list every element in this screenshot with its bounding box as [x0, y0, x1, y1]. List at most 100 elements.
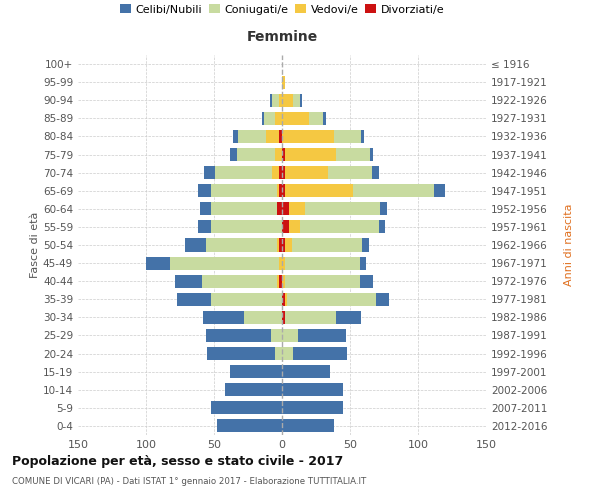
Bar	[359, 256, 367, 270]
Bar	[197, 184, 211, 197]
Bar	[287, 293, 376, 306]
Bar	[361, 130, 364, 143]
Bar	[282, 238, 285, 252]
Bar	[272, 166, 279, 179]
Bar	[359, 274, 373, 287]
Text: Femmine: Femmine	[247, 30, 317, 44]
Bar	[211, 202, 277, 215]
Bar	[275, 148, 282, 161]
Bar	[334, 130, 361, 143]
Bar	[237, 148, 275, 161]
Bar	[185, 238, 206, 252]
Bar	[279, 184, 282, 197]
Bar	[305, 202, 380, 215]
Bar	[370, 148, 373, 161]
Bar	[293, 347, 347, 360]
Bar	[277, 274, 279, 287]
Y-axis label: Fasce di età: Fasce di età	[30, 212, 40, 278]
Bar	[170, 256, 279, 270]
Bar	[262, 112, 265, 125]
Bar	[215, 166, 272, 179]
Bar	[337, 148, 370, 161]
Bar	[323, 112, 326, 125]
Bar	[282, 402, 343, 414]
Bar	[279, 94, 282, 107]
Bar	[177, 293, 211, 306]
Text: COMUNE DI VICARI (PA) - Dati ISTAT 1° gennaio 2017 - Elaborazione TUTTITALIA.IT: COMUNE DI VICARI (PA) - Dati ISTAT 1° ge…	[12, 478, 366, 486]
Bar	[282, 184, 285, 197]
Bar	[277, 202, 282, 215]
Bar	[282, 383, 343, 396]
Bar	[282, 347, 293, 360]
Bar	[233, 130, 238, 143]
Bar	[203, 311, 244, 324]
Bar	[217, 420, 282, 432]
Bar	[206, 238, 277, 252]
Bar	[279, 274, 282, 287]
Bar	[282, 94, 293, 107]
Bar	[285, 274, 359, 287]
Bar	[279, 256, 282, 270]
Bar	[285, 184, 353, 197]
Bar	[146, 256, 170, 270]
Bar	[298, 329, 346, 342]
Bar	[379, 220, 385, 234]
Bar	[282, 256, 285, 270]
Bar	[299, 220, 379, 234]
Bar	[211, 220, 282, 234]
Bar	[282, 202, 289, 215]
Bar	[266, 130, 279, 143]
Bar	[270, 94, 272, 107]
Bar	[282, 274, 285, 287]
Bar	[285, 256, 359, 270]
Bar	[362, 238, 369, 252]
Bar	[244, 311, 282, 324]
Bar	[282, 311, 285, 324]
Bar	[282, 76, 285, 88]
Bar	[282, 365, 329, 378]
Bar	[230, 365, 282, 378]
Bar	[211, 293, 282, 306]
Bar	[205, 166, 215, 179]
Bar	[279, 238, 282, 252]
Bar	[271, 329, 282, 342]
Bar	[289, 202, 305, 215]
Bar	[238, 130, 266, 143]
Bar	[282, 112, 309, 125]
Bar	[277, 184, 279, 197]
Bar	[376, 293, 389, 306]
Bar	[285, 238, 292, 252]
Bar	[292, 238, 362, 252]
Bar	[200, 202, 211, 215]
Bar	[309, 112, 323, 125]
Bar	[282, 130, 334, 143]
Bar	[279, 130, 282, 143]
Bar	[289, 220, 299, 234]
Bar	[175, 274, 202, 287]
Bar	[380, 202, 387, 215]
Bar	[285, 311, 337, 324]
Bar	[353, 184, 434, 197]
Bar	[282, 166, 285, 179]
Bar	[265, 112, 275, 125]
Bar	[372, 166, 379, 179]
Bar	[282, 420, 334, 432]
Text: Popolazione per età, sesso e stato civile - 2017: Popolazione per età, sesso e stato civil…	[12, 455, 343, 468]
Bar	[282, 293, 285, 306]
Bar	[282, 148, 285, 161]
Bar	[225, 383, 282, 396]
Bar	[211, 184, 277, 197]
Bar	[279, 166, 282, 179]
Bar	[197, 220, 211, 234]
Bar	[282, 329, 298, 342]
Bar	[337, 311, 361, 324]
Bar	[206, 329, 271, 342]
Bar	[285, 293, 287, 306]
Bar	[211, 402, 282, 414]
Bar	[328, 166, 372, 179]
Y-axis label: Anni di nascita: Anni di nascita	[564, 204, 574, 286]
Bar	[293, 94, 299, 107]
Bar	[282, 220, 289, 234]
Bar	[434, 184, 445, 197]
Bar	[207, 347, 275, 360]
